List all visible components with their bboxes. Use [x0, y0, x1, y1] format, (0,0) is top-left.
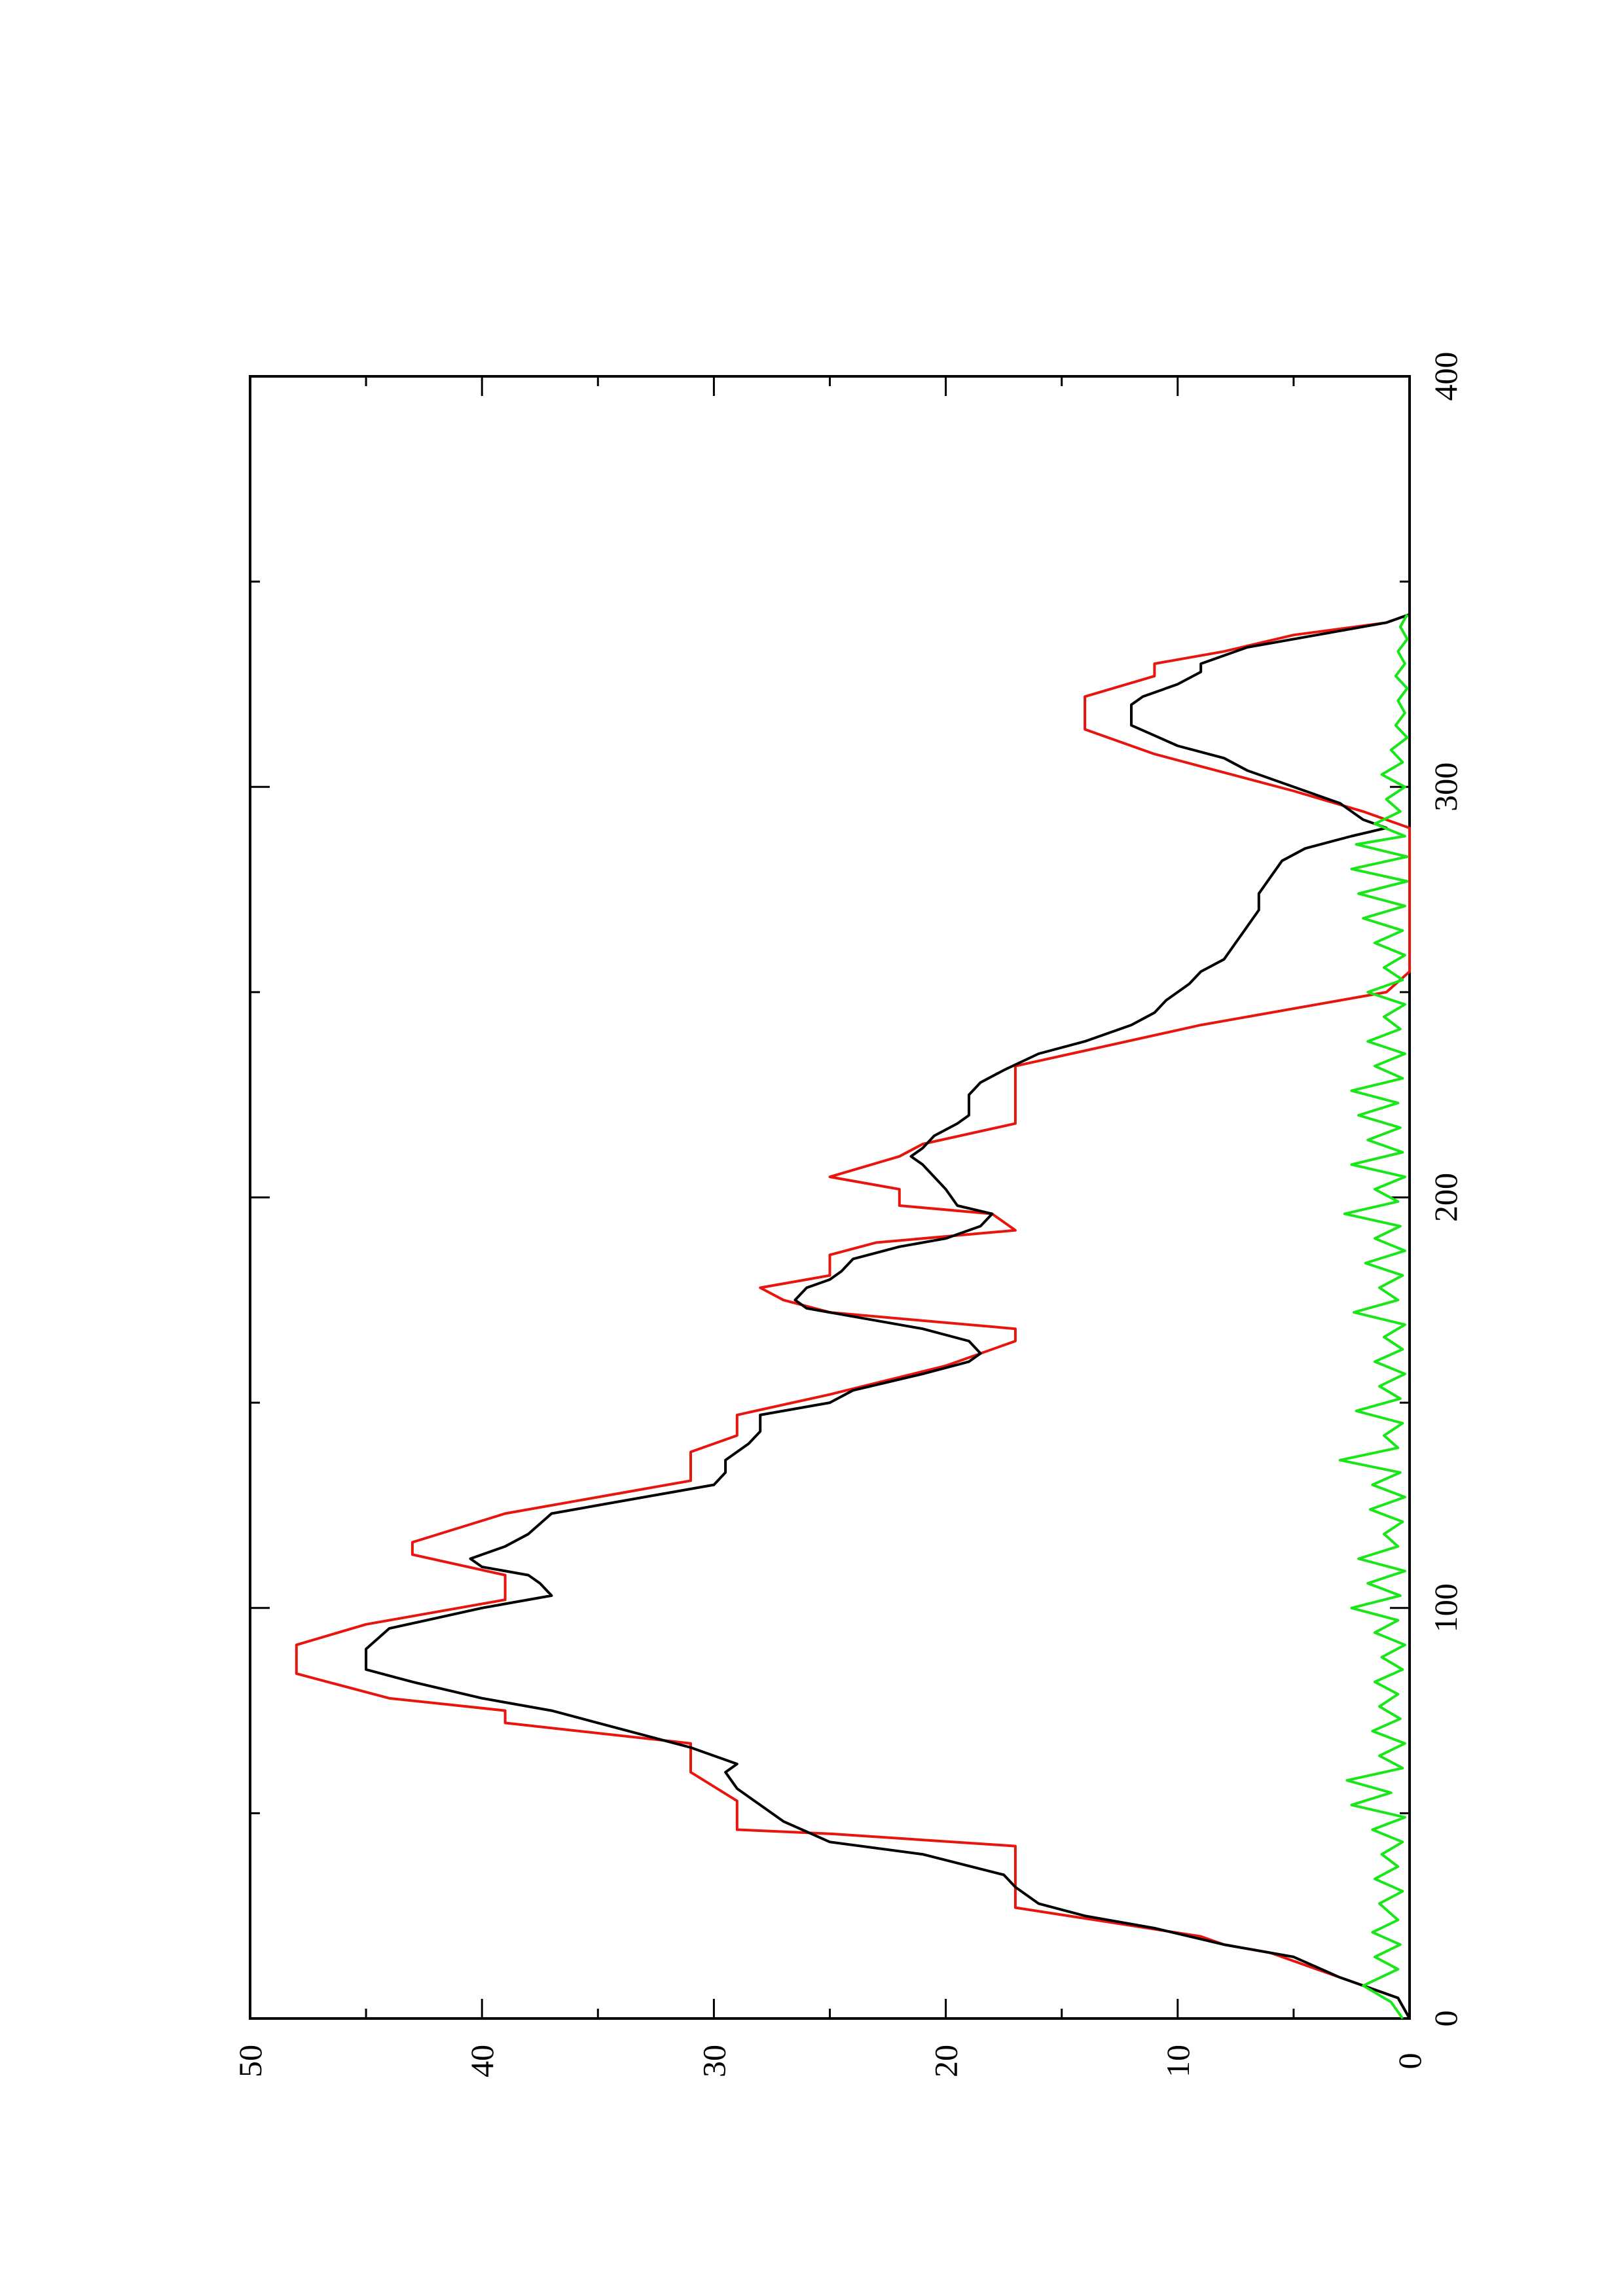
y-tick-label: 30 [695, 2045, 732, 2077]
x-tick-label: 0 [1427, 2011, 1464, 2027]
y-tick-label: 20 [928, 2045, 964, 2077]
x-tick-label: 300 [1427, 762, 1464, 812]
x-tick-label: 200 [1427, 1173, 1464, 1222]
series-black-line [365, 613, 1411, 2019]
y-tick-label: 50 [232, 2045, 268, 2077]
x-tick-label: 100 [1427, 1583, 1464, 1632]
series-red-step-line [295, 613, 1411, 2019]
plot-frame [249, 375, 1411, 2020]
y-tick-label: 0 [1391, 2053, 1428, 2070]
axis-tick-labels: 0 100 200 300 400 0 10 20 30 40 50 [232, 352, 1464, 2078]
series-group [295, 613, 1411, 2020]
series-green-line [1338, 613, 1409, 2020]
y-tick-label: 10 [1159, 2045, 1196, 2077]
y-tick-label: 40 [464, 2045, 500, 2077]
axis-ticks [249, 375, 1411, 2020]
x-tick-label: 400 [1427, 352, 1464, 401]
